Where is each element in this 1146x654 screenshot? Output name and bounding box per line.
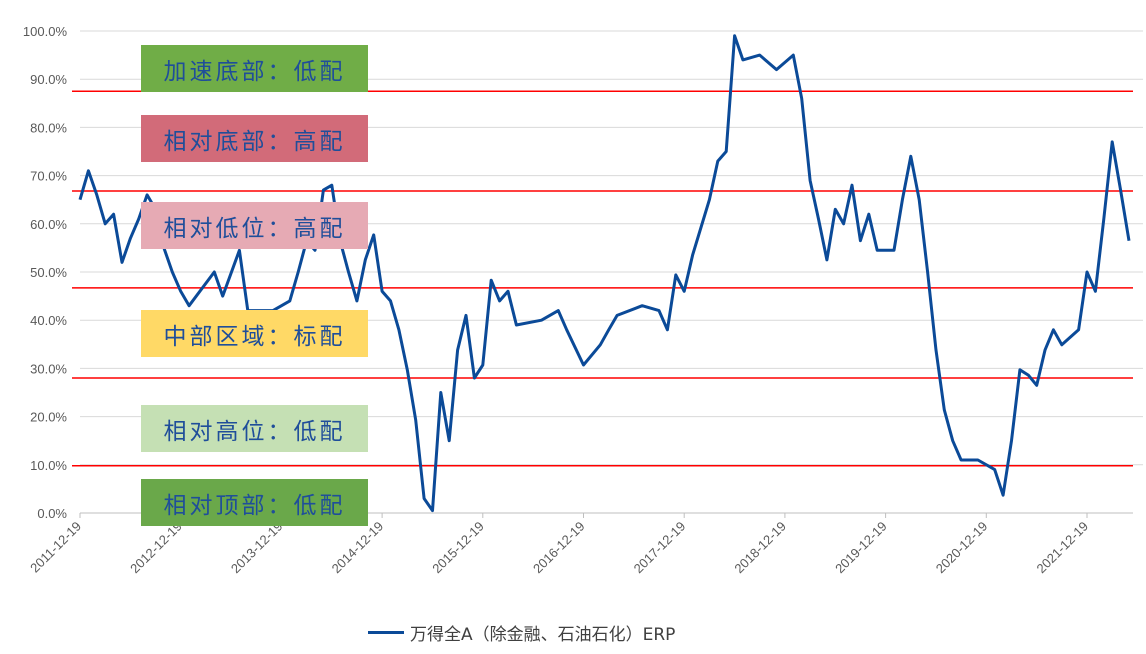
band-label-relative-top: 相对顶部：低配 [141,479,368,526]
x-tick-label: 2019-12-19 [832,519,890,577]
x-tick-label: 2013-12-19 [228,519,286,577]
y-tick-label: 60.0% [30,217,67,232]
y-tick-label: 100.0% [23,24,68,39]
y-tick-label: 30.0% [30,361,67,376]
x-tick-label: 2011-12-19 [27,519,84,576]
band-label-relative-bottom: 相对底部：高配 [141,115,368,162]
band-label-accelerating-bottom: 加速底部：低配 [141,45,368,92]
band-label-middle: 中部区域：标配 [141,310,368,357]
legend-line-swatch [368,631,404,634]
y-tick-label: 70.0% [30,169,67,184]
legend: 万得全A（除金融、石油石化）ERP [368,620,675,645]
y-tick-label: 40.0% [30,313,67,328]
y-tick-label: 0.0% [37,506,67,521]
y-tick-label: 20.0% [30,410,67,425]
x-tick-label: 2014-12-19 [329,519,387,577]
band-label-relative-high: 相对高位：低配 [141,405,368,452]
x-tick-label: 2018-12-19 [731,519,789,577]
x-tick-label: 2015-12-19 [429,519,487,577]
x-tick-label: 2021-12-19 [1033,519,1091,577]
y-tick-label: 10.0% [30,458,67,473]
band-label-relative-low: 相对低位：高配 [141,202,368,249]
x-tick-label: 2012-12-19 [127,519,185,577]
y-tick-label: 50.0% [30,265,67,280]
x-tick-label: 2017-12-19 [631,519,689,577]
y-tick-label: 80.0% [30,120,67,135]
y-tick-label: 90.0% [30,72,67,87]
legend-label: 万得全A（除金融、石油石化）ERP [410,625,676,645]
x-tick-label: 2016-12-19 [530,519,588,577]
x-tick-label: 2020-12-19 [933,519,991,577]
